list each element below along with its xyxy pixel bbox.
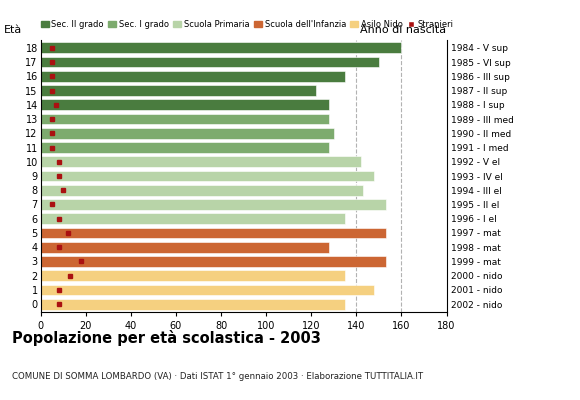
Bar — [41, 85, 316, 96]
Bar — [41, 228, 386, 238]
Text: COMUNE DI SOMMA LOMBARDO (VA) · Dati ISTAT 1° gennaio 2003 · Elaborazione TUTTIT: COMUNE DI SOMMA LOMBARDO (VA) · Dati IST… — [12, 372, 423, 381]
Text: Popolazione per età scolastica - 2003: Popolazione per età scolastica - 2003 — [12, 330, 321, 346]
Bar — [41, 199, 386, 210]
Legend: Sec. II grado, Sec. I grado, Scuola Primaria, Scuola dell'Infanzia, Asilo Nido, : Sec. II grado, Sec. I grado, Scuola Prim… — [41, 20, 454, 29]
Bar — [41, 171, 375, 181]
Bar — [41, 284, 375, 295]
Bar — [41, 185, 363, 196]
Bar — [41, 256, 386, 267]
Bar — [41, 128, 334, 139]
Bar — [41, 100, 329, 110]
Text: Età: Età — [4, 24, 22, 34]
Bar — [41, 57, 379, 68]
Bar — [41, 42, 401, 53]
Bar — [41, 142, 329, 153]
Bar — [41, 213, 345, 224]
Bar — [41, 299, 345, 310]
Bar — [41, 114, 329, 124]
Text: Anno di nascita: Anno di nascita — [361, 24, 447, 34]
Bar — [41, 242, 329, 252]
Bar — [41, 71, 345, 82]
Bar — [41, 156, 361, 167]
Bar — [41, 270, 345, 281]
